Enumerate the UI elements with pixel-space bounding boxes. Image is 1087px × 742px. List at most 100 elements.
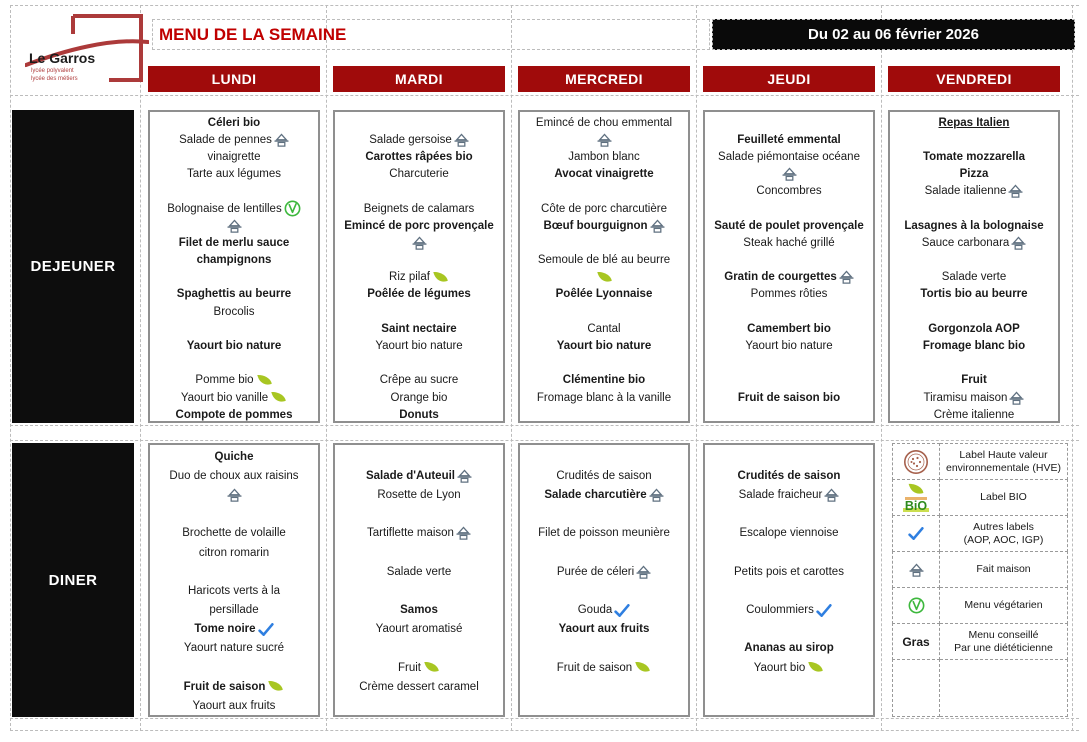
bio-leaf-icon [807,661,824,674]
menu-spacer [705,200,873,217]
menu-item: Riz pilaf [335,269,503,286]
fait-maison-icon [454,133,469,147]
fait-maison-icon [274,133,289,147]
grid-dashed-line [10,425,1079,426]
dejeuner-mercredi-cell: Emincé de chou emmental Jambon blanc Avoca… [518,110,690,423]
menu-item: Salade italienne [890,183,1058,200]
date-range-banner: Du 02 au 06 février 2026 [712,19,1075,50]
menu-spacer [150,562,318,581]
grid-dashed-line [10,95,1079,96]
menu-item: Salade piémontaise océane [718,150,860,163]
menu-item: Haricots verts à la [187,584,281,597]
menu-spacer [890,200,1058,217]
bio-leaf-icon [423,661,440,674]
menu-spacer [520,355,688,372]
logo-name: Le Garros [29,50,96,66]
menu-item: Crudités de saison [737,469,841,482]
menu-item: Gouda [520,601,688,620]
grid-dashed-line [10,718,1079,719]
menu-item: Tarte aux légumes [187,168,281,181]
menu-spacer [705,114,873,131]
menu-item: citron romarin [198,546,270,559]
menu-spacer [705,581,873,600]
logo-mark-icon [25,14,149,82]
bio-leaf-icon [270,391,287,404]
menu-item: Bœuf bourguignon [520,217,688,234]
menu-spacer [335,183,503,200]
day-header-mardi: MARDI [333,66,505,92]
menu-spacer [705,355,873,372]
fait-maison-icon [1009,391,1024,405]
legend-icon-cell: BiO [892,479,940,516]
menu-item: Beignets de calamars [363,202,475,215]
grid-dashed-line [10,5,1079,6]
dejeuner-mardi-cell: Salade gersoise Carottes râpées bio Charcu… [333,110,505,423]
legend-icon-cell [892,587,940,624]
logo-subtitle-2: lycée des métiers [31,76,78,82]
other-label-check-icon [257,622,274,636]
bio-leaf-icon [634,661,651,674]
menu-spacer [335,505,503,524]
menu-item: Feuilleté emmental [737,133,841,146]
menu-spacer [705,166,873,183]
menu-spacer [705,252,873,269]
menu-spacer [890,252,1058,269]
fait-maison-icon [227,219,242,233]
bio-leaf-icon [432,271,449,284]
menu-item: Yaourt aux fruits [558,623,650,636]
menu-spacer [335,252,503,269]
menu-item: Sauté de poulet provençale [714,219,864,232]
bio-leaf-icon [267,680,284,693]
menu-item: Carottes râpées bio [365,150,473,163]
grid-dashed-line [140,5,141,731]
legend-row-gras: Gras Menu conseillé Par une diététicienne [892,623,1068,660]
menu-item: Tomate mozzarella [922,150,1026,163]
menu-item: champignons [196,254,272,267]
menu-item: Fromage blanc à la vanille [536,391,672,404]
menu-item: Cantal [587,322,621,335]
menu-item: Semoule de blé au beurre [537,254,671,267]
menu-item: Coulommiers [705,601,873,620]
menu-spacer [705,303,873,320]
menu-item: Fruit [961,374,987,387]
fait-maison-icon [782,167,797,181]
menu-item: Concombres [756,185,822,198]
gras-text: Gras [902,634,930,649]
menu-item: Ananas au sirop [744,642,834,655]
hve-label-icon [903,449,929,475]
menu-spacer [890,355,1058,372]
menu-item: Emincé de porc provençale [344,219,494,232]
menu-item: Filet de merlu sauce [178,236,290,249]
legend-icon-cell [892,659,940,717]
bio-leaf-icon [256,374,273,387]
legend-label: Fait maison [940,551,1068,588]
menu-item: Yaourt nature sucré [183,642,285,655]
fait-maison-icon [457,469,472,483]
menu-spacer [150,505,318,524]
fait-maison-icon [649,488,664,502]
menu-item: Pomme bio [150,372,318,389]
grid-dashed-line [881,5,882,731]
dejeuner-lundi-cell: Céleri bio Salade de pennes vinaigrette Tar… [148,110,320,423]
menu-spacer [520,183,688,200]
grid-dashed-line [511,5,512,731]
legend-row-hve: Label Haute valeur environnementale (HVE) [892,443,1068,480]
menu-item: Tortis bio au beurre [920,288,1028,301]
grid-dashed-line [10,5,11,731]
menu-spacer [335,639,503,658]
other-label-check-icon [908,527,924,540]
menu-item: Salade verte [941,271,1007,284]
fait-maison-icon [597,133,612,147]
legend-label: Label BIO [940,479,1068,516]
menu-item: Crème dessert caramel [359,680,479,693]
menu-item: Saint nectaire [381,322,457,335]
menu-item: Gorgonzola AOP [928,322,1020,335]
menu-item: Charcuterie [389,168,449,181]
menu-spacer [520,303,688,320]
bio-label-icon: BiO [902,483,930,512]
dejeuner-jeudi-cell: Feuilleté emmental Salade piémontaise océ… [703,110,875,423]
menu-spacer [520,505,688,524]
menu-item: Sauce carbonara [890,234,1058,251]
menu-spacer [335,355,503,372]
legend-row-bio: BiO Label BIO [892,479,1068,516]
